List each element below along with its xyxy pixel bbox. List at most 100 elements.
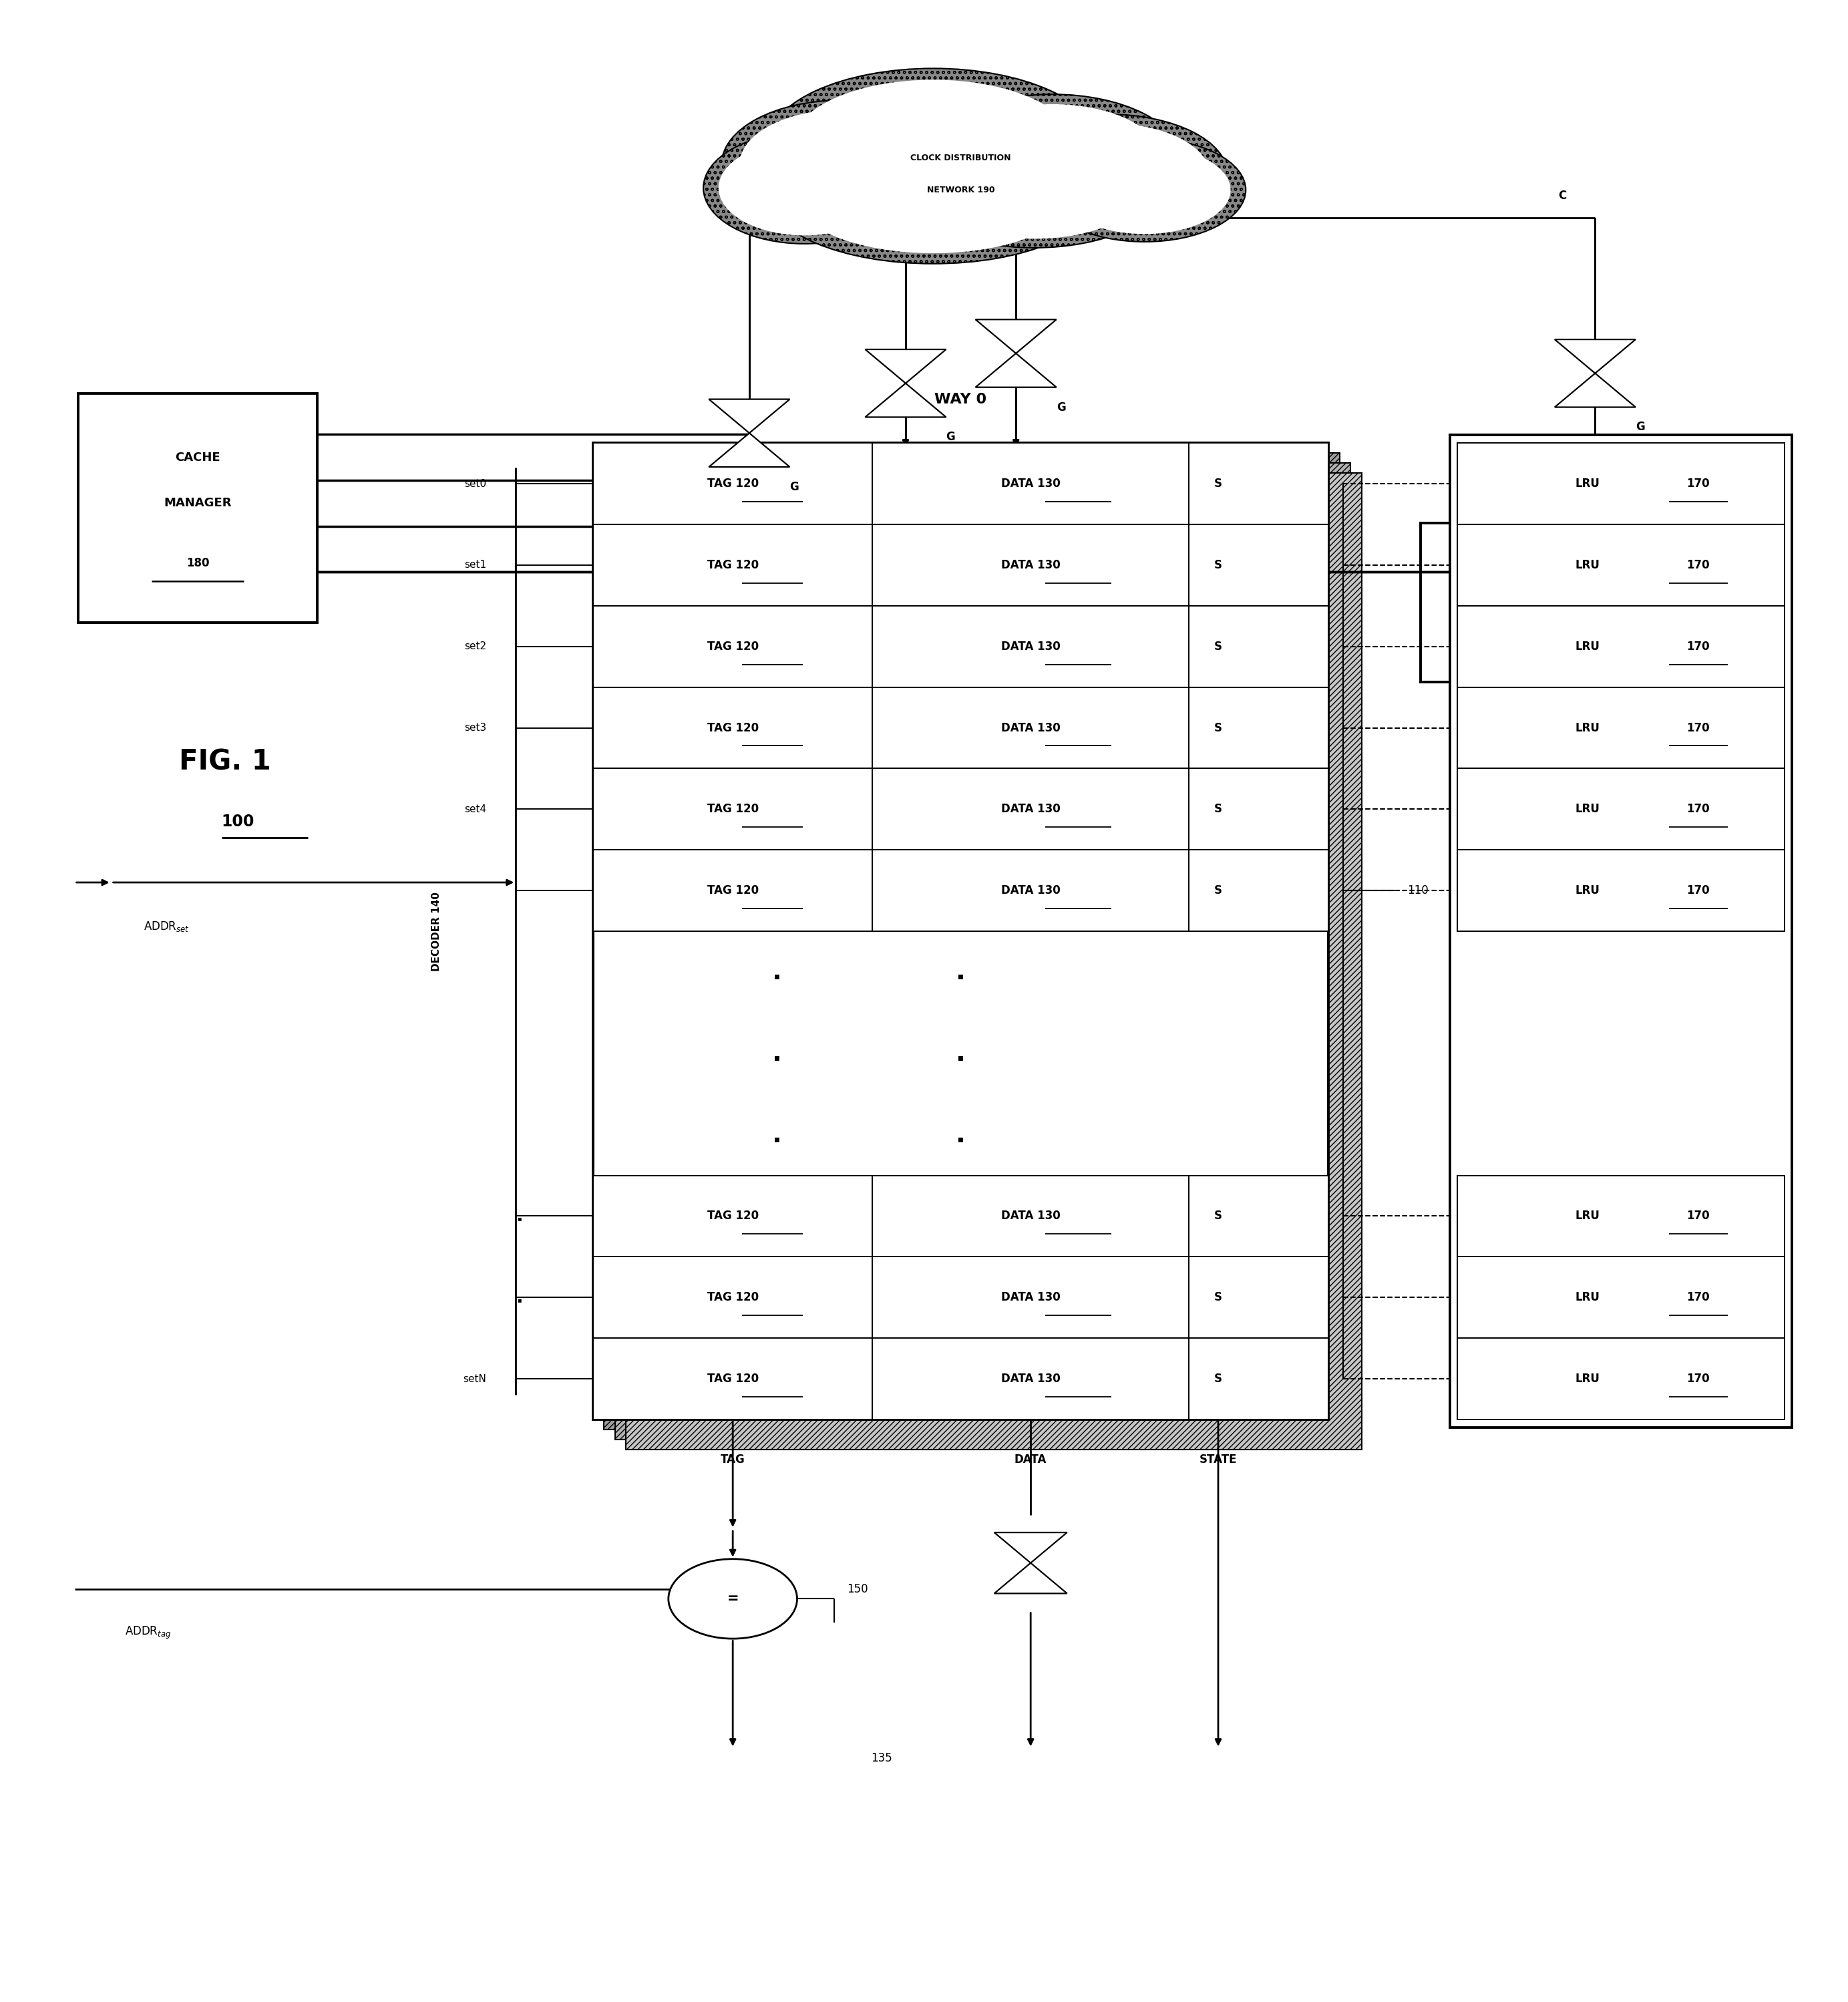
Bar: [1421, 523, 1780, 683]
Polygon shape: [994, 1532, 1066, 1564]
Text: set1: set1: [464, 561, 486, 571]
Text: C: C: [711, 178, 721, 190]
Bar: [1458, 1337, 1785, 1419]
Ellipse shape: [704, 132, 906, 244]
Ellipse shape: [832, 92, 1125, 244]
Bar: [593, 769, 1329, 851]
Text: .: .: [772, 1121, 782, 1147]
Text: 170: 170: [1687, 559, 1709, 571]
Text: TAG 120: TAG 120: [708, 885, 758, 897]
Text: S: S: [1214, 885, 1222, 897]
Bar: [604, 452, 1340, 1429]
Text: .: .: [516, 1287, 523, 1307]
Ellipse shape: [767, 124, 1100, 264]
Text: 110: 110: [1408, 885, 1429, 897]
Text: LRU: LRU: [1576, 641, 1600, 653]
Text: DATA 130: DATA 130: [1002, 1373, 1061, 1385]
Text: DATA 130: DATA 130: [1002, 803, 1061, 815]
Text: set3: set3: [464, 723, 486, 733]
Text: TAG 120: TAG 120: [708, 1209, 758, 1221]
Polygon shape: [865, 382, 946, 416]
Text: TAG 120: TAG 120: [708, 478, 758, 490]
Ellipse shape: [1007, 124, 1209, 224]
Text: G: G: [1635, 420, 1645, 432]
Bar: [593, 607, 1329, 687]
Text: DATA: DATA: [1015, 1453, 1046, 1465]
Text: 170: 170: [1687, 1209, 1709, 1221]
Bar: [1458, 442, 1785, 525]
Bar: [1458, 607, 1785, 687]
Bar: [1458, 769, 1785, 851]
Text: DATA 130: DATA 130: [1002, 1291, 1061, 1303]
Ellipse shape: [767, 68, 1100, 220]
Text: ADDR$_{tag}$: ADDR$_{tag}$: [126, 1626, 172, 1640]
Ellipse shape: [719, 140, 891, 236]
Ellipse shape: [906, 128, 1162, 248]
Text: C: C: [979, 178, 987, 190]
Ellipse shape: [793, 80, 1074, 208]
Text: 170: 170: [1687, 803, 1709, 815]
Bar: [1458, 1257, 1785, 1337]
Text: TAG 120: TAG 120: [708, 559, 758, 571]
Polygon shape: [865, 350, 946, 382]
Text: LRU: LRU: [1576, 1373, 1600, 1385]
Bar: [593, 851, 1329, 931]
Ellipse shape: [704, 132, 906, 244]
Text: DECODER 140: DECODER 140: [432, 891, 442, 971]
Text: 170: 170: [1687, 723, 1709, 735]
Text: S: S: [1214, 1291, 1222, 1303]
Text: 100: 100: [222, 813, 255, 829]
Ellipse shape: [906, 128, 1162, 248]
Text: 150: 150: [846, 1584, 869, 1596]
Bar: [1458, 687, 1785, 769]
Text: LRU: LRU: [1576, 478, 1600, 490]
Text: DATA 130: DATA 130: [1002, 559, 1061, 571]
Text: MANAGER: MANAGER: [164, 496, 231, 509]
Bar: [593, 1337, 1329, 1419]
Text: 170: 170: [1687, 1291, 1709, 1303]
Ellipse shape: [989, 114, 1227, 234]
Ellipse shape: [767, 68, 1100, 220]
Ellipse shape: [1044, 138, 1246, 242]
Polygon shape: [710, 432, 789, 466]
Text: TAG 120: TAG 120: [708, 641, 758, 653]
Text: CLOCK DISTRIBUTION: CLOCK DISTRIBUTION: [911, 154, 1011, 162]
Text: ALLOCATION: ALLOCATION: [1558, 587, 1641, 599]
Ellipse shape: [989, 114, 1227, 234]
Text: TAG 120: TAG 120: [708, 803, 758, 815]
Ellipse shape: [1059, 146, 1231, 234]
Bar: [593, 442, 1329, 525]
Text: =: =: [726, 1592, 739, 1606]
Text: S: S: [1214, 723, 1222, 735]
Text: WAY 0: WAY 0: [935, 392, 987, 406]
Text: 135: 135: [870, 1752, 893, 1764]
Text: set0: set0: [464, 478, 486, 488]
Bar: [593, 687, 1329, 769]
Text: DATA 130: DATA 130: [1002, 885, 1061, 897]
Bar: [593, 1175, 1329, 1257]
Ellipse shape: [723, 100, 961, 228]
Text: DATA 130: DATA 130: [1002, 1209, 1061, 1221]
Text: S: S: [1214, 478, 1222, 490]
Text: STATE: STATE: [1199, 1453, 1236, 1465]
Bar: [593, 1257, 1329, 1337]
Text: S: S: [1214, 641, 1222, 653]
Bar: [593, 525, 1329, 607]
Polygon shape: [994, 1564, 1066, 1594]
Polygon shape: [710, 398, 789, 432]
Text: 180: 180: [187, 557, 209, 569]
Text: 170: 170: [1687, 885, 1709, 897]
Text: .: .: [772, 1041, 782, 1065]
Text: 160: 160: [1652, 631, 1676, 643]
Ellipse shape: [723, 100, 961, 228]
Text: G: G: [789, 480, 798, 492]
Text: 170: 170: [1687, 478, 1709, 490]
Text: LRU: LRU: [1576, 1291, 1600, 1303]
Text: LRU: LRU: [1576, 803, 1600, 815]
Text: NETWORK 190: NETWORK 190: [928, 186, 994, 194]
Bar: [626, 472, 1362, 1449]
Polygon shape: [976, 354, 1057, 386]
Text: TAG 120: TAG 120: [708, 1291, 758, 1303]
Text: setN: setN: [464, 1373, 486, 1383]
Text: .: .: [955, 1041, 967, 1065]
